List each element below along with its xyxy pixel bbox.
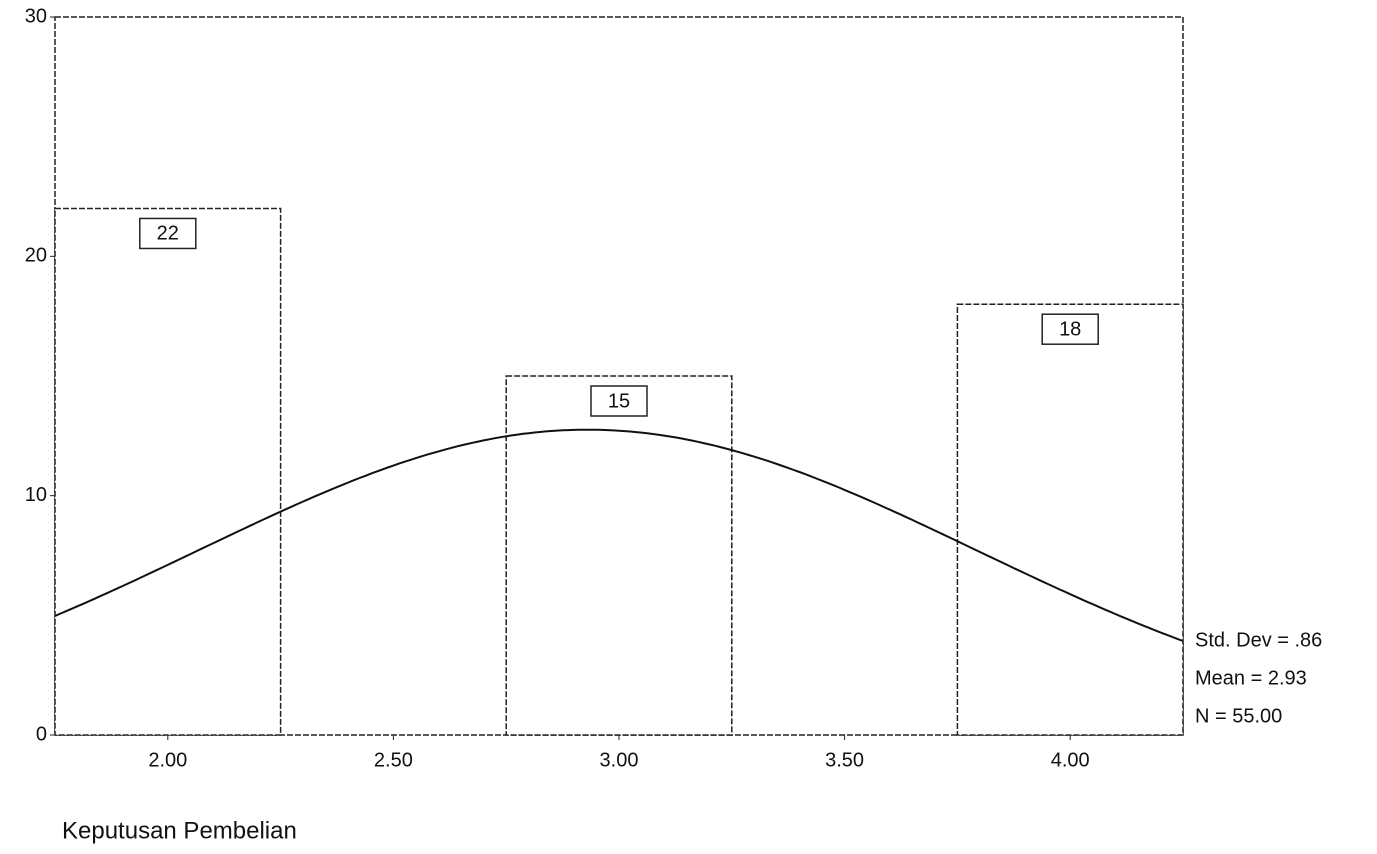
- y-tick-label: 20: [25, 245, 47, 267]
- x-tick-label: 3.00: [600, 749, 639, 771]
- stat-label: Mean = 2.93: [1195, 667, 1307, 689]
- x-tick-label: 3.50: [825, 749, 864, 771]
- data-label: 15: [608, 390, 630, 412]
- data-label: 18: [1059, 318, 1081, 340]
- x-tick-label: 4.00: [1051, 749, 1090, 771]
- x-axis-label: Keputusan Pembelian: [62, 817, 297, 844]
- page: Keputusan Pembelian 0 10 20 30 2.00 2.50 3.00 3…: [0, 0, 1377, 854]
- y-tick-label: 30: [25, 5, 47, 27]
- y-tick-label: 10: [25, 484, 47, 506]
- chart: Keputusan Pembelian 0 10 20 30 2.00 2.50 3.00 3…: [0, 0, 1377, 854]
- stat-label: N = 55.00: [1195, 705, 1282, 727]
- data-label: 22: [157, 223, 179, 245]
- x-tick-label: 2.50: [374, 749, 413, 771]
- bar: [55, 208, 281, 735]
- stat-label: Std. Dev = .86: [1195, 629, 1322, 651]
- bar: [957, 304, 1183, 735]
- y-tick-label: 0: [36, 723, 47, 745]
- x-tick-label: 2.00: [148, 749, 187, 771]
